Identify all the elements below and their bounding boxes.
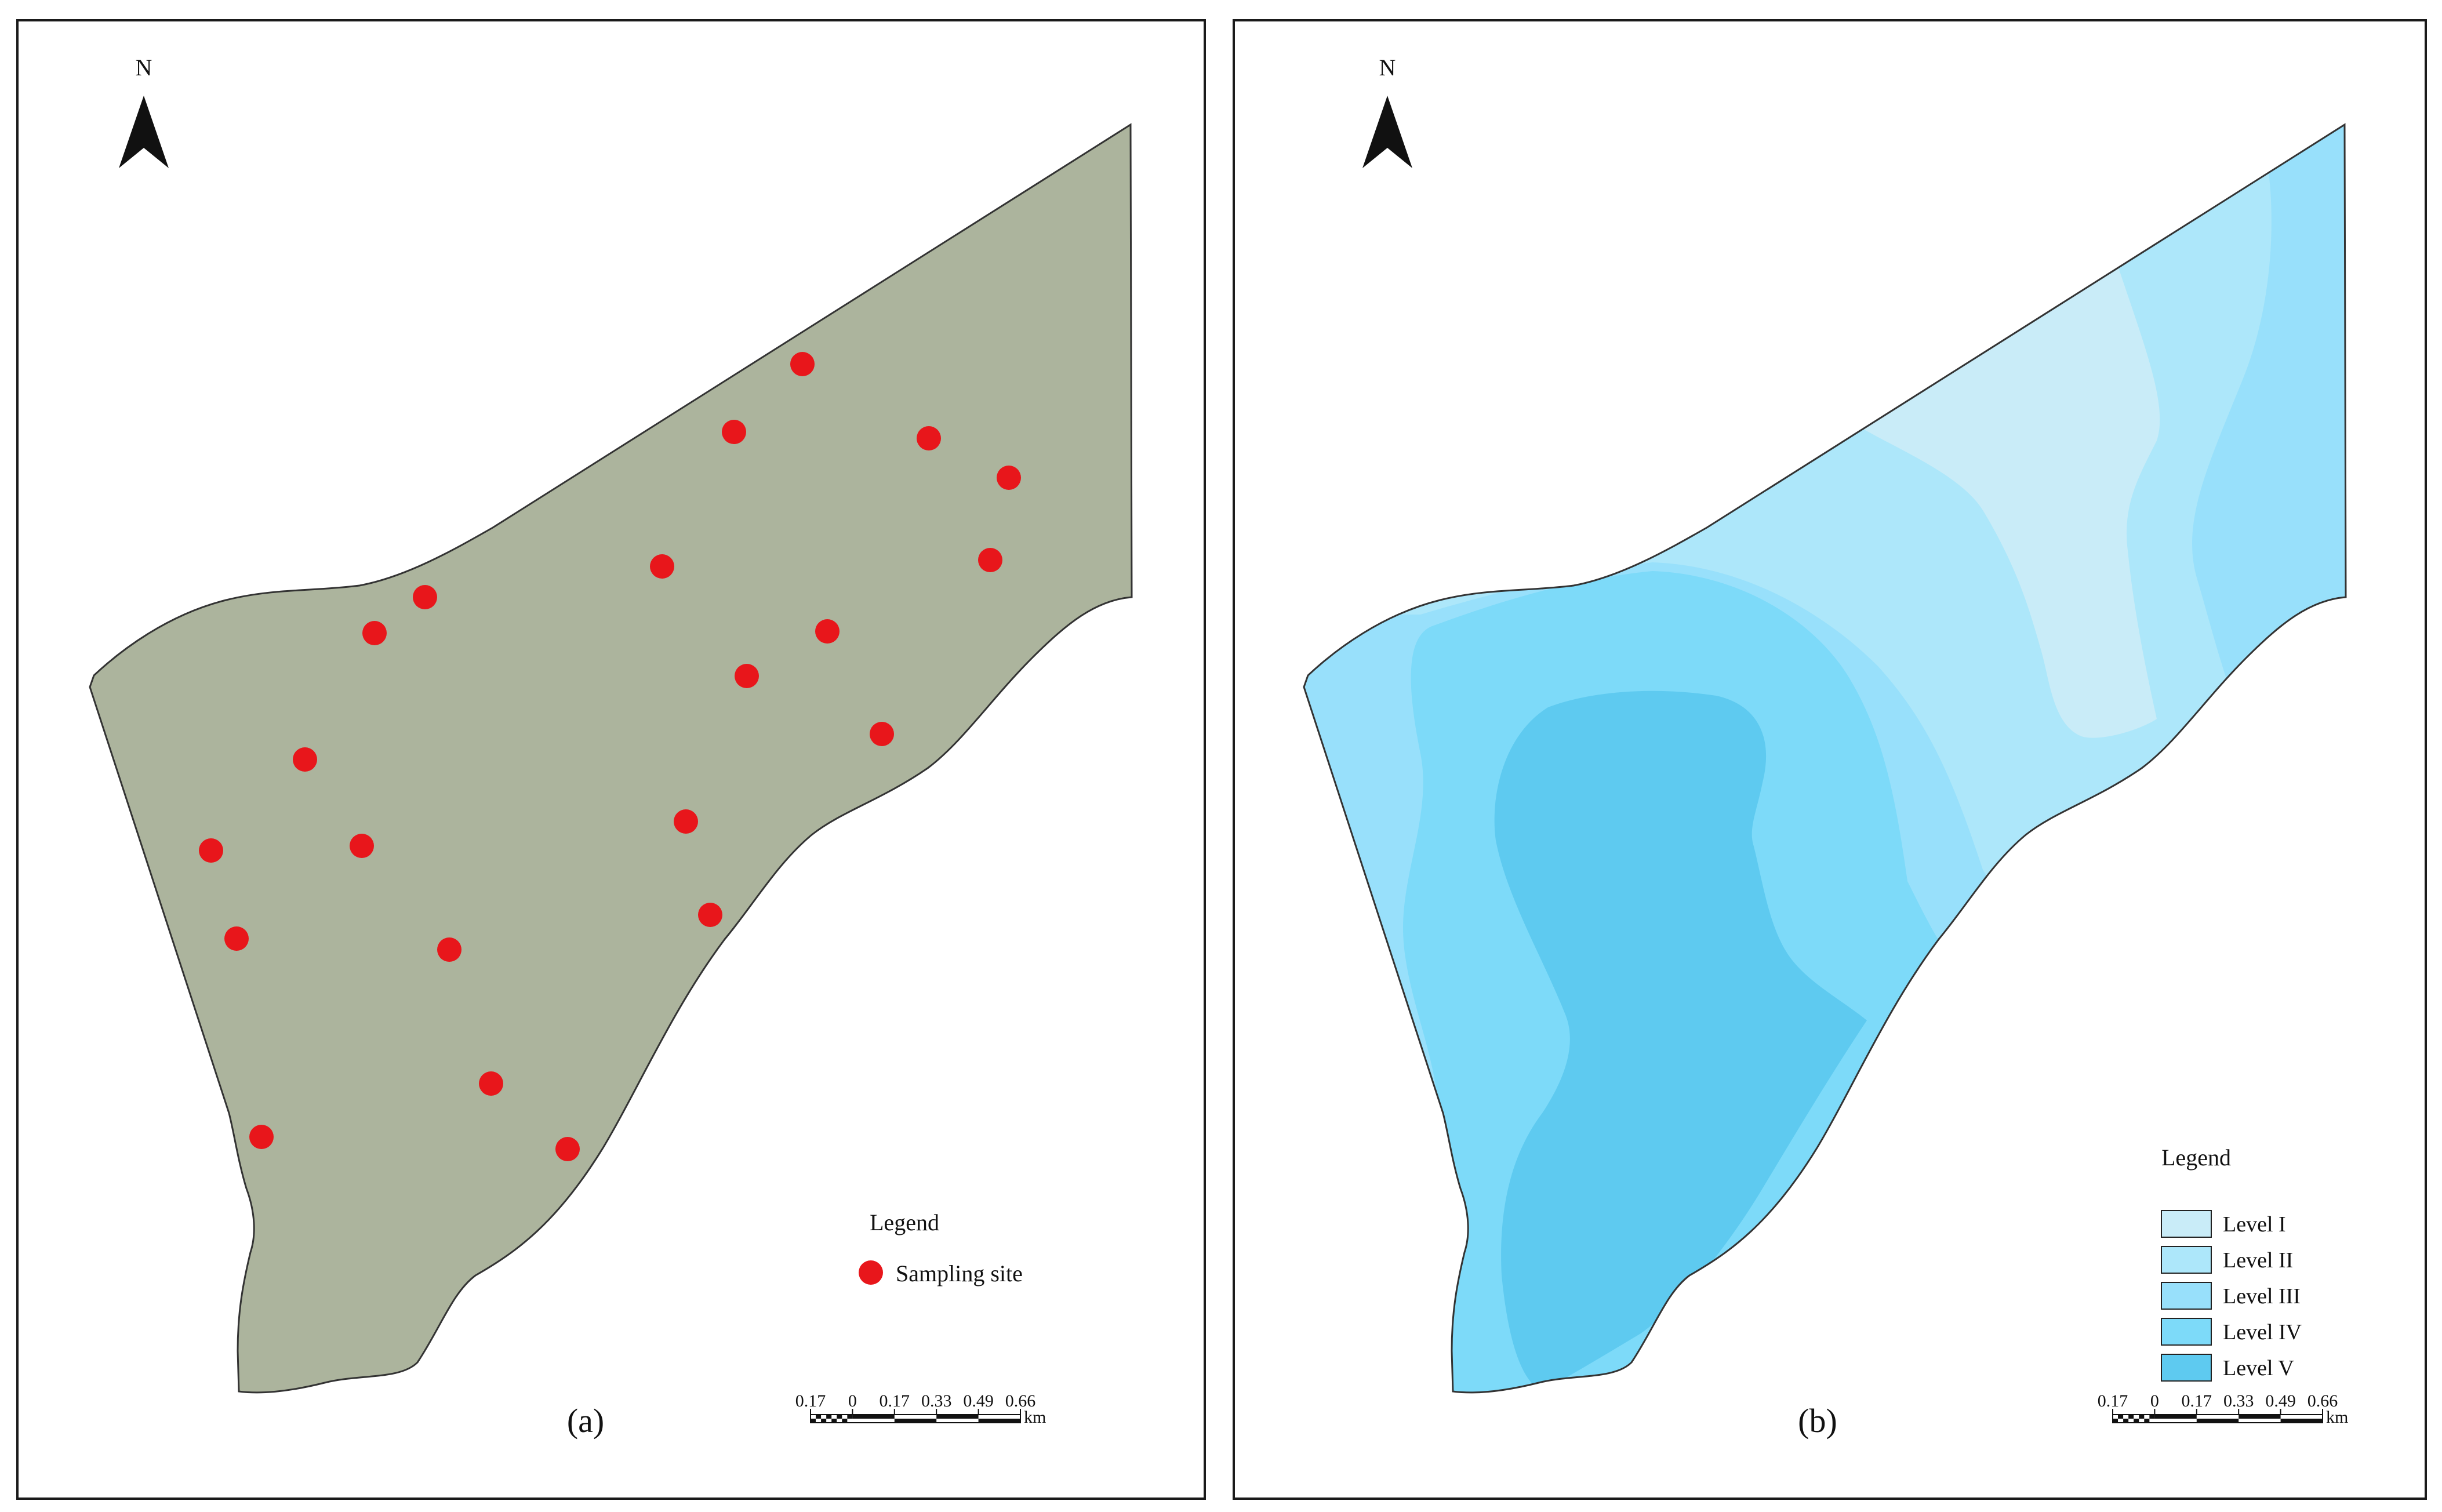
scale-check	[837, 1415, 842, 1419]
sampling-sites	[199, 352, 1021, 1161]
north-arrow-a: N	[119, 54, 169, 168]
scale-check	[831, 1419, 837, 1423]
scale-tick-label: 0.17	[795, 1391, 826, 1411]
legend-title: Legend	[2161, 1144, 2231, 1171]
legend-item-level-4: Level IV	[2223, 1320, 2302, 1344]
scale-check	[2139, 1415, 2145, 1419]
scale-tick-label: 0.49	[963, 1391, 994, 1411]
panel-a-caption: (a)	[567, 1402, 604, 1440]
north-arrow-icon	[119, 96, 169, 168]
sampling-site	[199, 838, 223, 863]
legend-swatch-5	[2161, 1354, 2212, 1382]
scale-tick-label: 0.17	[2182, 1391, 2212, 1411]
sampling-site	[815, 619, 840, 644]
legend-swatch-3	[2161, 1282, 2212, 1310]
legend-swatch-4	[2161, 1318, 2212, 1346]
scale-bar-outline	[2112, 1414, 2323, 1423]
sampling-site	[978, 548, 1002, 572]
scale-segment	[2154, 1415, 2197, 1419]
sampling-site	[479, 1071, 503, 1096]
sampling-site	[698, 903, 722, 927]
sampling-site	[555, 1137, 580, 1161]
sampling-site	[437, 937, 461, 962]
legend-item-sampling-site: Sampling site	[896, 1260, 1023, 1286]
sampling-site	[413, 585, 437, 609]
scale-check	[2118, 1415, 2124, 1419]
scale-unit: km	[1024, 1408, 1046, 1427]
scale-unit: km	[2326, 1408, 2348, 1427]
scale-segment	[852, 1415, 895, 1419]
scale-check	[2123, 1419, 2129, 1423]
scale-check	[811, 1419, 816, 1423]
scale-tick-label: 0.33	[2223, 1391, 2254, 1411]
scale-tick-label: 0.33	[921, 1391, 952, 1411]
scale-check	[821, 1419, 827, 1423]
scale-bar-outline	[810, 1414, 1021, 1423]
north-label: N	[1379, 54, 1396, 81]
scale-tick-label: 0.17	[880, 1391, 910, 1411]
sampling-site	[997, 466, 1021, 490]
scale-segment	[894, 1419, 937, 1423]
zone-level-v	[1494, 690, 1867, 1391]
legend-item-level-2: Level II	[2223, 1248, 2293, 1273]
sampling-site	[917, 426, 941, 450]
scale-segment	[978, 1419, 1020, 1423]
sampling-site	[722, 420, 746, 444]
scale-segment	[2196, 1419, 2239, 1423]
legend-title: Legend	[870, 1209, 939, 1235]
scale-tick-label: 0.66	[1005, 1391, 1036, 1411]
legend-a: Legend Sampling site	[859, 1209, 1023, 1286]
legend-swatch-1	[2161, 1210, 2212, 1238]
sampling-site	[350, 834, 374, 858]
scale-check	[842, 1419, 848, 1423]
sampling-site	[224, 926, 249, 951]
sampling-site	[362, 621, 387, 645]
scale-segment	[936, 1415, 979, 1419]
legend-item-level-5: Level V	[2223, 1356, 2294, 1380]
sampling-site-symbol	[859, 1260, 883, 1285]
scale-check	[2149, 1415, 2155, 1419]
scale-check	[2113, 1419, 2118, 1423]
sampling-site	[735, 664, 759, 688]
legend-swatch-2	[2161, 1246, 2212, 1274]
north-arrow-icon	[1362, 96, 1412, 168]
panel-a: N Legend Sampling site 0.17 0 0.17 0.33 0.49…	[16, 19, 1206, 1500]
scale-check	[2134, 1419, 2139, 1423]
panel-b-caption: (b)	[1798, 1402, 1837, 1440]
scale-check	[816, 1415, 822, 1419]
legend-item-level-1: Level I	[2223, 1212, 2286, 1237]
sampling-site	[650, 554, 674, 579]
scale-check	[847, 1415, 853, 1419]
scale-tick-label: 0	[2150, 1391, 2159, 1411]
sampling-site	[790, 352, 815, 376]
scale-tick-label: 0.66	[2307, 1391, 2338, 1411]
scale-check	[2128, 1415, 2134, 1419]
north-label: N	[136, 54, 152, 81]
legend-b: Legend Level I Level II Level III Level IV L…	[2161, 1144, 2302, 1382]
sampling-site	[249, 1125, 274, 1149]
sampling-site	[674, 809, 698, 834]
sampling-site	[293, 747, 317, 772]
sampling-site	[870, 722, 894, 746]
scale-check	[2144, 1419, 2150, 1423]
north-arrow-b: N	[1362, 54, 1412, 168]
scale-tick-label: 0	[848, 1391, 857, 1411]
zone-level-iii-east	[2192, 125, 2346, 812]
panel-b: N Legend Level I Level II Level III Level I…	[1233, 19, 2427, 1500]
scale-segment	[2280, 1419, 2323, 1423]
scale-tick-label: 0.17	[2098, 1391, 2128, 1411]
scale-check	[826, 1415, 832, 1419]
legend-item-level-3: Level III	[2223, 1284, 2301, 1309]
scale-segment	[2238, 1415, 2281, 1419]
scale-tick-label: 0.49	[2265, 1391, 2296, 1411]
